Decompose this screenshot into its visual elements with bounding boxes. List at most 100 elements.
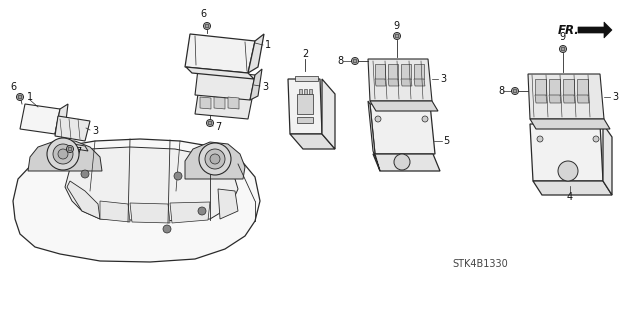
Circle shape [205,149,225,169]
Polygon shape [297,117,313,123]
Polygon shape [388,79,399,86]
Circle shape [53,144,73,164]
Circle shape [561,47,565,51]
Text: FR.: FR. [558,24,580,36]
Polygon shape [56,141,88,151]
Circle shape [208,121,212,125]
Polygon shape [373,154,440,171]
Polygon shape [535,95,547,103]
Polygon shape [186,67,254,79]
Polygon shape [200,97,211,109]
Polygon shape [248,34,264,73]
Circle shape [537,136,543,142]
Text: 3: 3 [262,82,268,92]
Polygon shape [130,203,170,223]
Text: 3: 3 [440,74,446,84]
Polygon shape [185,142,245,179]
Circle shape [207,120,214,127]
Text: 8: 8 [337,56,343,66]
Circle shape [394,154,410,170]
Text: 6: 6 [10,82,16,92]
Polygon shape [370,101,438,111]
Polygon shape [368,101,380,171]
Circle shape [210,154,220,164]
Polygon shape [577,79,588,95]
Circle shape [395,34,399,38]
Polygon shape [170,202,210,223]
Polygon shape [401,64,411,79]
Circle shape [205,24,209,28]
Polygon shape [214,97,225,109]
Text: 8: 8 [498,86,504,96]
Circle shape [47,138,79,170]
Circle shape [394,33,401,40]
Text: 3: 3 [612,92,618,102]
Circle shape [204,23,211,29]
Text: 2: 2 [302,49,308,59]
Polygon shape [295,76,318,81]
Polygon shape [370,104,435,154]
Polygon shape [288,79,322,134]
Text: 1: 1 [265,40,271,50]
Polygon shape [414,79,425,86]
Polygon shape [290,134,335,149]
Circle shape [558,161,578,181]
Polygon shape [55,116,90,141]
Polygon shape [401,79,412,86]
Circle shape [199,143,231,175]
Polygon shape [530,119,610,129]
Circle shape [81,170,89,178]
Polygon shape [195,94,252,119]
Polygon shape [375,64,385,79]
Circle shape [163,225,171,233]
Polygon shape [578,22,612,38]
Polygon shape [528,74,604,119]
Text: 5: 5 [443,136,449,146]
Circle shape [559,46,566,53]
Polygon shape [577,95,589,103]
Text: 1: 1 [27,92,33,102]
Polygon shape [228,97,239,109]
Polygon shape [299,89,302,94]
Circle shape [593,136,599,142]
Circle shape [174,172,182,180]
Polygon shape [65,147,238,221]
Polygon shape [195,69,255,100]
Polygon shape [28,141,102,171]
Circle shape [351,57,358,64]
Polygon shape [297,94,313,114]
Polygon shape [603,124,612,195]
Polygon shape [304,89,307,94]
Polygon shape [67,181,100,219]
Polygon shape [218,189,238,219]
Polygon shape [368,59,432,101]
Polygon shape [535,79,546,95]
Text: 6: 6 [200,9,206,19]
Polygon shape [533,181,612,195]
Circle shape [58,149,68,159]
Circle shape [67,145,74,152]
Polygon shape [250,69,262,100]
Polygon shape [100,201,130,222]
Polygon shape [20,104,60,134]
Text: 7: 7 [215,122,221,132]
Circle shape [422,116,428,122]
Text: 4: 4 [567,192,573,202]
Polygon shape [375,79,386,86]
Polygon shape [309,89,312,94]
Polygon shape [388,64,398,79]
Polygon shape [530,124,603,181]
Text: 3: 3 [92,126,98,136]
Polygon shape [322,79,335,149]
Text: 9: 9 [559,32,565,42]
Polygon shape [414,64,424,79]
Polygon shape [563,79,574,95]
Text: 7: 7 [75,147,81,157]
Circle shape [511,87,518,94]
Polygon shape [549,95,561,103]
Circle shape [18,95,22,99]
Text: 9: 9 [393,21,399,31]
Polygon shape [13,139,260,262]
Polygon shape [55,104,68,134]
Circle shape [513,89,517,93]
